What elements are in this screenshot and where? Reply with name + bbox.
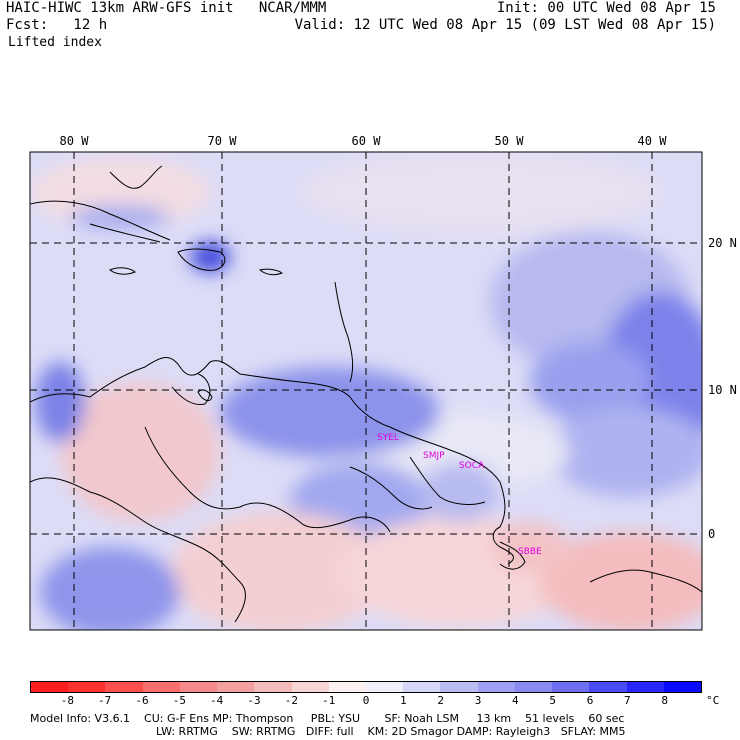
init-time: Init: 00 UTC Wed 08 Apr 15: [496, 0, 716, 16]
station-syel: SYEL: [377, 433, 399, 443]
lon-label-70w: 70 W: [207, 134, 237, 148]
map-border: [29, 151, 703, 631]
colorbar-segment: [142, 682, 180, 692]
field-name: Lifted index: [8, 35, 102, 50]
lat-label-20n: 20 N: [708, 236, 737, 250]
lon-label-50w: 50 W: [494, 134, 524, 148]
colorbar-segment: [626, 682, 664, 692]
colorbar-tick-label: 1: [400, 694, 407, 707]
station-smjp: SMJP: [423, 451, 445, 461]
colorbar-segment: [291, 682, 329, 692]
colorbar-segment: [514, 682, 553, 692]
colorbar-tick-label: 5: [549, 694, 556, 707]
lon-label-60w: 60 W: [351, 134, 381, 148]
lifted-index-field: [30, 152, 702, 630]
lifted-index-map: SYEL SMJP SOCA SBBE: [29, 151, 703, 631]
colorbar-segment: [589, 682, 627, 692]
colorbar-segment: [105, 682, 143, 692]
colorbar-segment: [328, 682, 366, 692]
colorbar-segment: [68, 682, 106, 692]
colorbar-tick-label: -4: [210, 694, 224, 707]
model-info-line1: Model Info: V3.6.1 CU: G-F Ens MP: Thomp…: [30, 712, 625, 725]
coastlines: [30, 165, 702, 623]
colorbar-tick-label: 6: [586, 694, 594, 707]
station-soca: SOCA: [459, 461, 485, 471]
colorbar-tick-label: -2: [284, 694, 298, 707]
colorbar-segment: [477, 682, 515, 692]
station-labels: SYEL SMJP SOCA SBBE: [377, 433, 542, 557]
lat-lon-grid: [30, 152, 702, 630]
forecast-hour: Fcst: 12 h: [6, 17, 108, 33]
colorbar-tick-label: 7: [624, 694, 631, 707]
colorbar-unit: °C: [706, 694, 720, 707]
colorbar-segment: [663, 682, 701, 692]
colorbar-tick-label: -3: [247, 694, 261, 707]
colorbar-segment: [31, 682, 69, 692]
lat-label-equator: 0: [708, 527, 716, 541]
colorbar-tick-label: 8: [661, 694, 668, 707]
colorbar-segment: [403, 682, 441, 692]
lon-label-40w: 40 W: [637, 134, 667, 148]
station-sbbe: SBBE: [518, 547, 542, 557]
colorbar-segment: [365, 682, 404, 692]
colorbar-tick-label: 3: [474, 694, 482, 707]
colorbar-segment: [217, 682, 255, 692]
model-info-line2: LW: RRTMG SW: RRTMG DIFF: full KM: 2D Sm…: [156, 725, 626, 738]
plot-title: HAIC-HIWC 13km ARW-GFS init NCAR/MMM: [6, 0, 327, 16]
map-panel: SYEL SMJP SOCA SBBE: [29, 151, 703, 631]
colorbar-tick-label: -7: [98, 694, 112, 707]
colorbar-tick-label: 0: [362, 694, 370, 707]
colorbar-tick-label: -1: [322, 694, 336, 707]
colorbar-tick-label: -6: [135, 694, 149, 707]
lat-label-10n: 10 N: [708, 383, 737, 397]
colorbar-segment: [179, 682, 218, 692]
colorbar-segment: [254, 682, 292, 692]
colorbar-tick-label: 4: [512, 694, 519, 707]
colorbar-tick-label: -5: [172, 694, 186, 707]
colorbar-segment: [552, 682, 590, 692]
colorbar-tick-label: 2: [437, 694, 444, 707]
colorbar-tick-label: -8: [60, 694, 74, 707]
lon-label-80w: 80 W: [59, 134, 89, 148]
valid-time: Valid: 12 UTC Wed 08 Apr 15 (09 LST Wed …: [294, 17, 716, 33]
colorbar-segment: [440, 682, 478, 692]
colorbar: [30, 681, 702, 693]
